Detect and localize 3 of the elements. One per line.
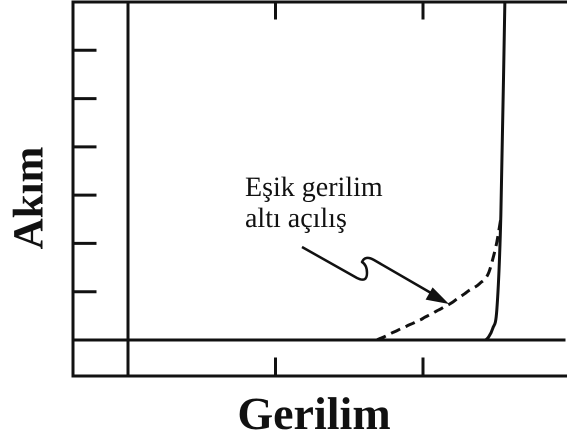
y-axis-title: Akım [5,146,52,249]
x-axis-title: Gerilim [236,388,392,439]
annotation: Eşik gerilim altı açılış [245,172,384,234]
